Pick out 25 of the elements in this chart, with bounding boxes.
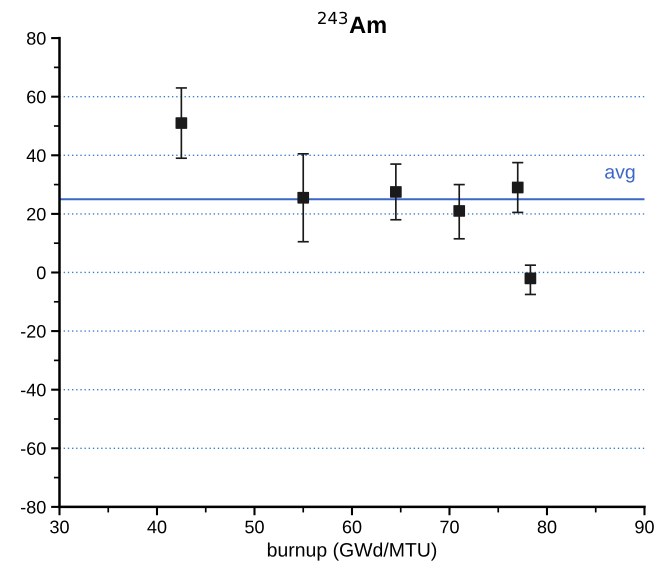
- y-tick-label: 60: [27, 90, 46, 104]
- y-tick-label: -20: [21, 325, 46, 338]
- x-tick-label: 90: [635, 520, 654, 534]
- y-tick-label: -40: [21, 384, 46, 396]
- y-tick-label: -60: [21, 442, 46, 456]
- y-tick-label: 20: [27, 208, 46, 221]
- x-tick-label: 30: [50, 520, 69, 534]
- ref-line-label: avg: [605, 168, 634, 183]
- x-tick-label: 50: [245, 520, 264, 534]
- x-tick-label: 70: [440, 520, 459, 534]
- point: [453, 205, 466, 217]
- point: [390, 186, 402, 198]
- x-tick-label: 80: [538, 520, 556, 534]
- y-tick-label: 80: [27, 32, 46, 45]
- point: [524, 272, 536, 284]
- point: [176, 117, 188, 129]
- x-axis-title: burnup (GWd/MTU): [268, 542, 436, 561]
- x-tick-label: 40: [147, 520, 166, 534]
- y-tick-label: 0: [36, 266, 46, 280]
- y-tick-label: 40: [26, 149, 46, 162]
- point: [297, 192, 310, 204]
- chart-title: $^{243}$Am: [318, 12, 386, 34]
- y-tick-label: -80: [21, 500, 46, 514]
- point: [512, 182, 524, 194]
- x-tick-label: 60: [342, 520, 362, 534]
